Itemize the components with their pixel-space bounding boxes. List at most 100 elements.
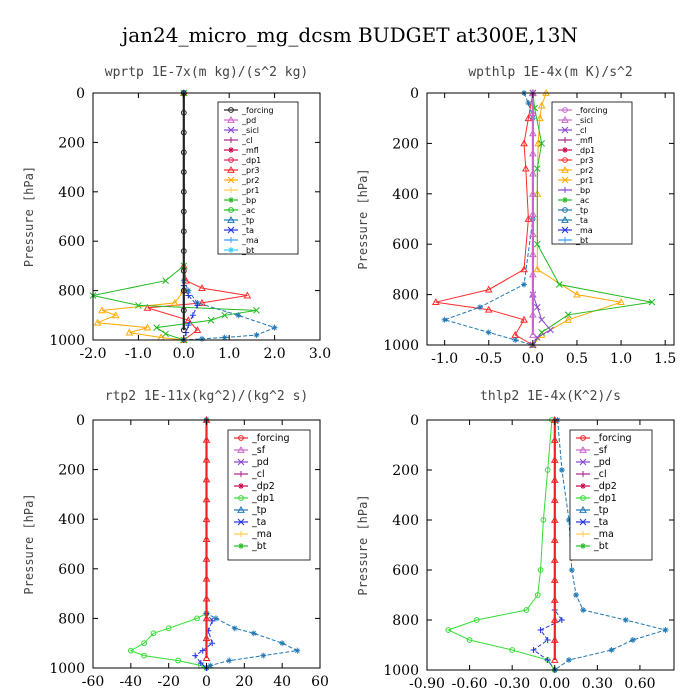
data-point [165,625,172,632]
legend-marker [580,495,586,501]
x-tick-label: 20 [235,674,253,690]
legend-marker [580,471,586,477]
data-point [629,637,636,643]
legend-marker [228,147,234,153]
data-point [550,515,559,523]
data-point [141,640,147,647]
legend-entry: _sicl [241,126,259,135]
legend-marker [562,157,568,163]
x-tick-label: -0.30 [494,676,530,692]
legend-box [569,429,653,561]
data-point [135,302,142,309]
chart-title: thlp2 1E-4x(K^2)/s [480,389,621,404]
legend-marker [562,137,568,143]
data-point [550,495,559,503]
legend-entry: _dp2 [593,481,617,492]
data-point [529,230,537,238]
data-point [202,634,211,642]
data-point [279,640,286,647]
data-point [662,627,669,633]
legend-entry: _pd [593,457,611,468]
data-point [550,455,559,463]
legend-marker [561,126,569,134]
legend-entry: _bt [241,246,254,255]
y-tick-label: 200 [392,136,419,152]
legend-marker [580,531,586,537]
series-line [206,420,299,669]
legend-entry: _pd [251,457,269,468]
legend-marker [579,518,587,526]
x-tick-label: 2.0 [263,346,285,362]
data-point [466,637,473,643]
x-tick-label: -1.0 [125,346,152,362]
data-point [608,647,615,653]
data-point [202,435,211,443]
series-line [97,93,185,341]
legend-entry: _cl [241,136,253,145]
chart-title: wpthlp 1E-4x(m K)/s^2 [468,65,632,80]
data-point [207,662,214,669]
y-tick-label: 400 [392,513,419,529]
legend-marker [228,207,234,213]
data-point [175,657,182,664]
legend-entry: _forcing [593,433,632,444]
data-point [568,567,575,573]
legend-marker [238,435,244,441]
legend-entry: _mfl [575,136,593,145]
data-point [565,657,572,663]
legend-marker [562,147,568,153]
legend-entry: _cl [575,126,587,135]
data-point [221,334,228,341]
legend-marker [579,458,587,466]
legend-marker [238,471,244,477]
data-point [523,607,530,613]
x-tick-label: -0.60 [452,676,488,692]
legend-entry: _tp [251,505,267,516]
chart-panel-4: thlp2 1E-4x(K^2)/s Pressure [hPa] -0.90 -0.… [356,389,675,692]
data-point [564,311,572,319]
y-axis-label: Pressure [hPa] [356,494,370,595]
legend-marker [228,157,234,163]
y-tick-label: 1000 [383,663,419,679]
data-point [534,139,542,147]
data-point [533,303,541,311]
data-point [485,329,492,336]
y-tick-label: 600 [392,237,419,253]
data-point [441,316,448,323]
legend-entry: _ac [575,196,589,205]
data-point [231,625,238,632]
plot-frame [426,419,675,671]
plot-frame [426,92,675,346]
data-point [445,627,452,633]
legend-marker [238,495,244,501]
data-point [202,515,211,523]
legend-entry: _bp [575,186,590,195]
legend-marker [562,197,568,203]
series-ta [530,417,565,673]
legend-entry: _mfl [241,146,259,155]
y-tick-label: 0 [410,86,419,102]
x-tick-label: 0.0 [522,351,544,367]
legend-entry: _bt [251,541,267,552]
legend-entry: _cl [593,469,607,480]
data-point [141,652,147,659]
data-point [550,575,559,583]
y-tick-label: 400 [58,512,85,528]
data-point [209,617,216,624]
data-point [484,285,493,293]
data-point [509,647,516,653]
data-point [558,617,565,623]
y-tick-label: 400 [58,185,85,201]
data-point [253,307,260,314]
x-tick-label: -20 [157,674,180,690]
data-point [533,265,542,273]
data-point [125,328,134,336]
data-point [547,326,554,334]
data-point [529,169,537,177]
x-tick-label: -1.0 [431,351,458,367]
legend-marker [237,445,245,453]
legend-entry: _pr2 [241,176,259,185]
data-point [180,169,187,175]
data-point [529,189,537,197]
legend: _forcing_sf_pd_cl_dp2_dp1_tp_ta_ma_bt [569,429,653,561]
